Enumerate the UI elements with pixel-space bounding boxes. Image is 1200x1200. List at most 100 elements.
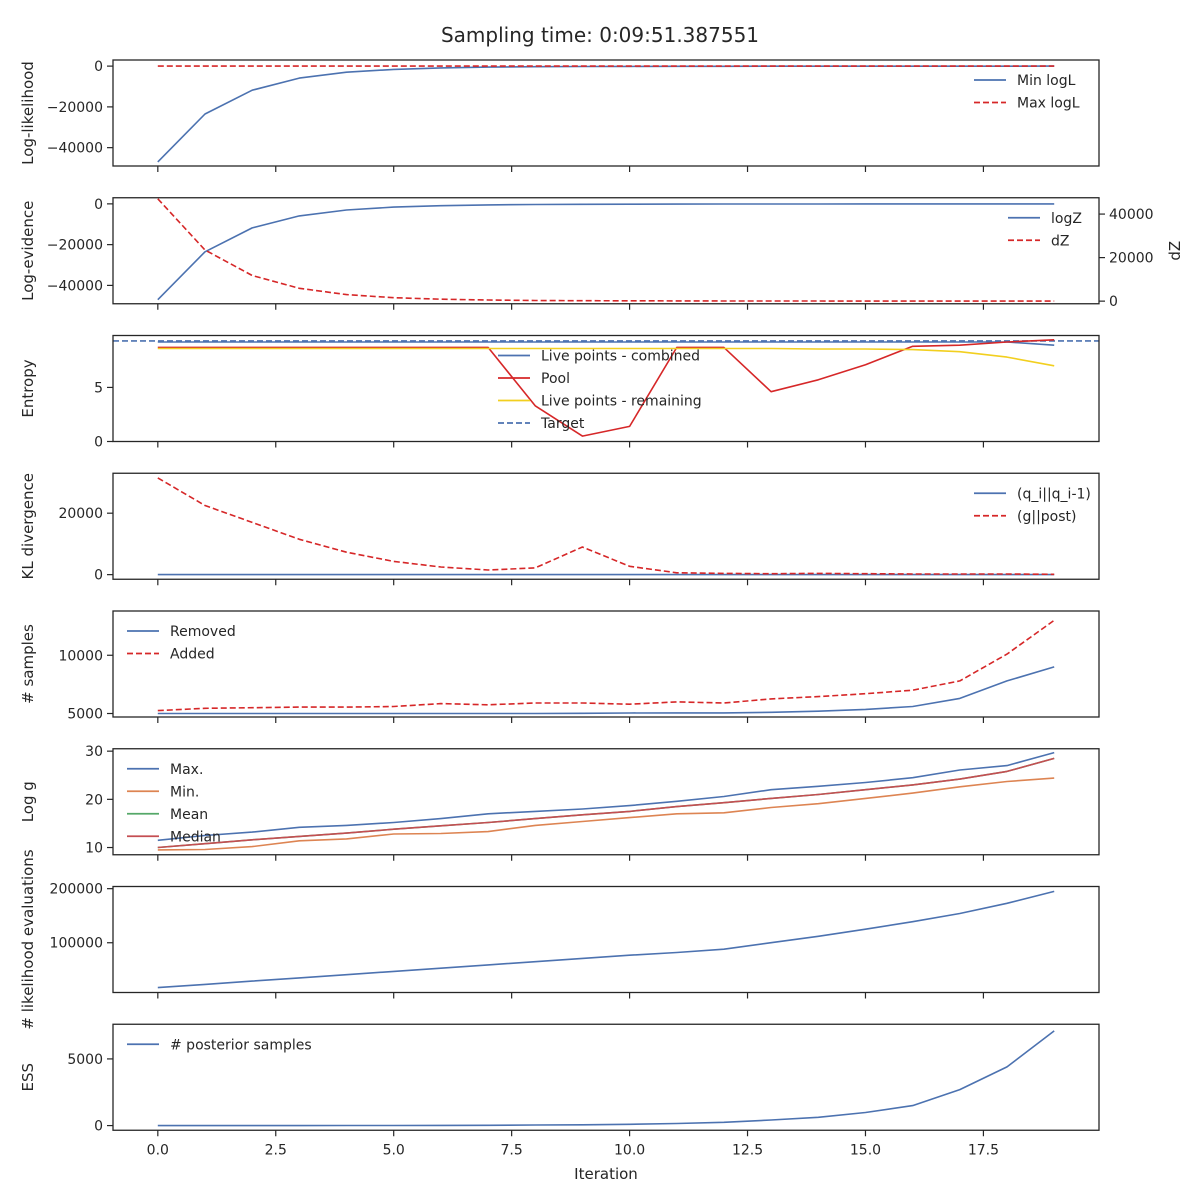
y-tick-label: 100000	[50, 936, 103, 952]
y-axis-label: Log-evidence	[19, 201, 37, 301]
plot-area	[157, 890, 1055, 989]
legend-label: Removed	[170, 624, 236, 640]
x-tick-label: 15.0	[850, 1142, 881, 1158]
axes-frame	[112, 610, 1100, 718]
y-tick-label: 200000	[50, 882, 103, 898]
x-tick-label: 0.0	[147, 1142, 169, 1158]
x-tick-label: 5.0	[383, 1142, 405, 1158]
x-tick-label: 12.5	[732, 1142, 763, 1158]
y-axis-label: ESS	[19, 1063, 37, 1092]
y-tick-label: −20000	[47, 100, 103, 116]
x-axis-label: Iteration	[574, 1165, 638, 1183]
panel-0: 0 −20000 −40000 Log-likelihood Min logL Max l…	[19, 59, 1100, 172]
panel-1: 0−20000−40000Log-evidence02000040000dZlo…	[19, 197, 1184, 310]
y-axis-label: Log-likelihood	[19, 61, 37, 165]
panel-3: 0 20000 KL divergence (q_i||q_i-1) (g||post)	[19, 472, 1100, 586]
y-tick-label: 20000	[58, 506, 103, 522]
legend: logZ dZ	[1008, 211, 1082, 249]
y-tick-label: 0	[94, 1119, 103, 1135]
plot-area	[113, 339, 1099, 437]
legend: Removed Added	[127, 624, 236, 663]
panels: 0 −20000 −40000 Log-likelihood Min logL Max l…	[19, 59, 1184, 1158]
y-tick-label: −40000	[47, 278, 103, 294]
y-tick-label: 0	[94, 197, 103, 213]
y-axis-label: KL divergence	[19, 473, 37, 579]
plot-area	[157, 751, 1055, 851]
panel-4: 5000 10000 # samples Removed Added	[19, 610, 1100, 723]
y-axis-label: # samples	[19, 624, 37, 704]
series-line	[157, 477, 1055, 576]
y-tick-label: 0	[94, 59, 103, 75]
series-line	[157, 203, 1055, 301]
x-tick-label: 7.5	[501, 1142, 523, 1158]
legend: Max. Min. Mean Median	[127, 762, 221, 845]
y-tick-label: 20	[85, 792, 103, 808]
x-tick-label: 17.5	[968, 1142, 999, 1158]
y-tick-label: 10000	[58, 648, 103, 664]
plot-area	[157, 198, 1055, 302]
legend-label: Pool	[541, 371, 570, 387]
legend-label: Added	[170, 647, 215, 663]
y2-tick-label: 20000	[1109, 251, 1154, 267]
legend: Live points - combined Pool Live points - …	[498, 349, 702, 432]
legend: (q_i||q_i-1) (g||post)	[974, 486, 1091, 525]
y-tick-label: 30	[85, 744, 103, 760]
legend: # posterior samples	[127, 1037, 312, 1053]
legend-label: Target	[540, 416, 585, 432]
legend-label: logZ	[1051, 211, 1082, 227]
plot-area	[157, 477, 1055, 576]
y-tick-label: 10	[85, 841, 103, 857]
series-line	[157, 1030, 1055, 1127]
series-line	[157, 65, 1055, 163]
y2-axis-label: dZ	[1166, 241, 1184, 261]
plot-area	[157, 65, 1055, 163]
legend-label: Live points - remaining	[541, 394, 702, 410]
axes-frame	[112, 748, 1100, 856]
series-line	[157, 341, 1055, 346]
legend-label: dZ	[1051, 233, 1069, 249]
plot-area	[157, 619, 1055, 715]
series-line	[157, 198, 1055, 302]
axes-frame	[112, 472, 1100, 580]
y-tick-label: 0	[94, 435, 103, 451]
legend-label: # posterior samples	[170, 1037, 312, 1053]
axes-frame	[112, 59, 1100, 167]
panel-6: 100000 200000 # likelihood evaluations	[19, 849, 1100, 1030]
legend-label: Min.	[170, 784, 199, 800]
y-axis-label: Entropy	[19, 359, 37, 417]
legend-label: Min logL	[1017, 73, 1076, 89]
y-axis-label: # likelihood evaluations	[19, 849, 37, 1029]
legend-label: Max logL	[1017, 96, 1080, 112]
series-line	[157, 890, 1055, 989]
legend: Min logL Max logL	[974, 73, 1080, 112]
x-tick-label: 2.5	[265, 1142, 287, 1158]
series-line	[157, 666, 1055, 715]
chart-title: Sampling time: 0:09:51.387551	[441, 23, 759, 47]
y-tick-label: 0	[94, 568, 103, 584]
panel-5: 10 20 30 Log g Max. Min. Mean Median	[19, 744, 1100, 861]
legend-label: Max.	[170, 762, 203, 778]
series-line	[157, 619, 1055, 712]
y-tick-label: 5000	[67, 707, 103, 723]
y-tick-label: −40000	[47, 141, 103, 157]
y-tick-label: −20000	[47, 238, 103, 254]
axes-frame	[112, 1023, 1100, 1131]
series-line	[157, 347, 1055, 367]
y2-tick-label: 40000	[1109, 207, 1154, 223]
legend-label: (g||post)	[1017, 509, 1076, 525]
axes-frame	[112, 197, 1100, 305]
y-tick-label: 5000	[67, 1052, 103, 1068]
series-line	[157, 757, 1055, 849]
axes-frame	[112, 885, 1100, 994]
x-tick-label: 10.0	[614, 1142, 645, 1158]
legend-label: (q_i||q_i-1)	[1017, 486, 1091, 502]
panel-7: 0 5000 ESS 0.0 2.5 5.0 7.5 10.0 12.5 15.0 17.5 # po…	[19, 1023, 1100, 1158]
series-line	[157, 777, 1055, 851]
legend-label: Live points - combined	[541, 349, 700, 365]
axes-frame	[112, 334, 1100, 443]
y-axis-label: Log g	[19, 781, 37, 822]
plot-area	[157, 1030, 1055, 1127]
y2-tick-label: 0	[1109, 294, 1118, 310]
